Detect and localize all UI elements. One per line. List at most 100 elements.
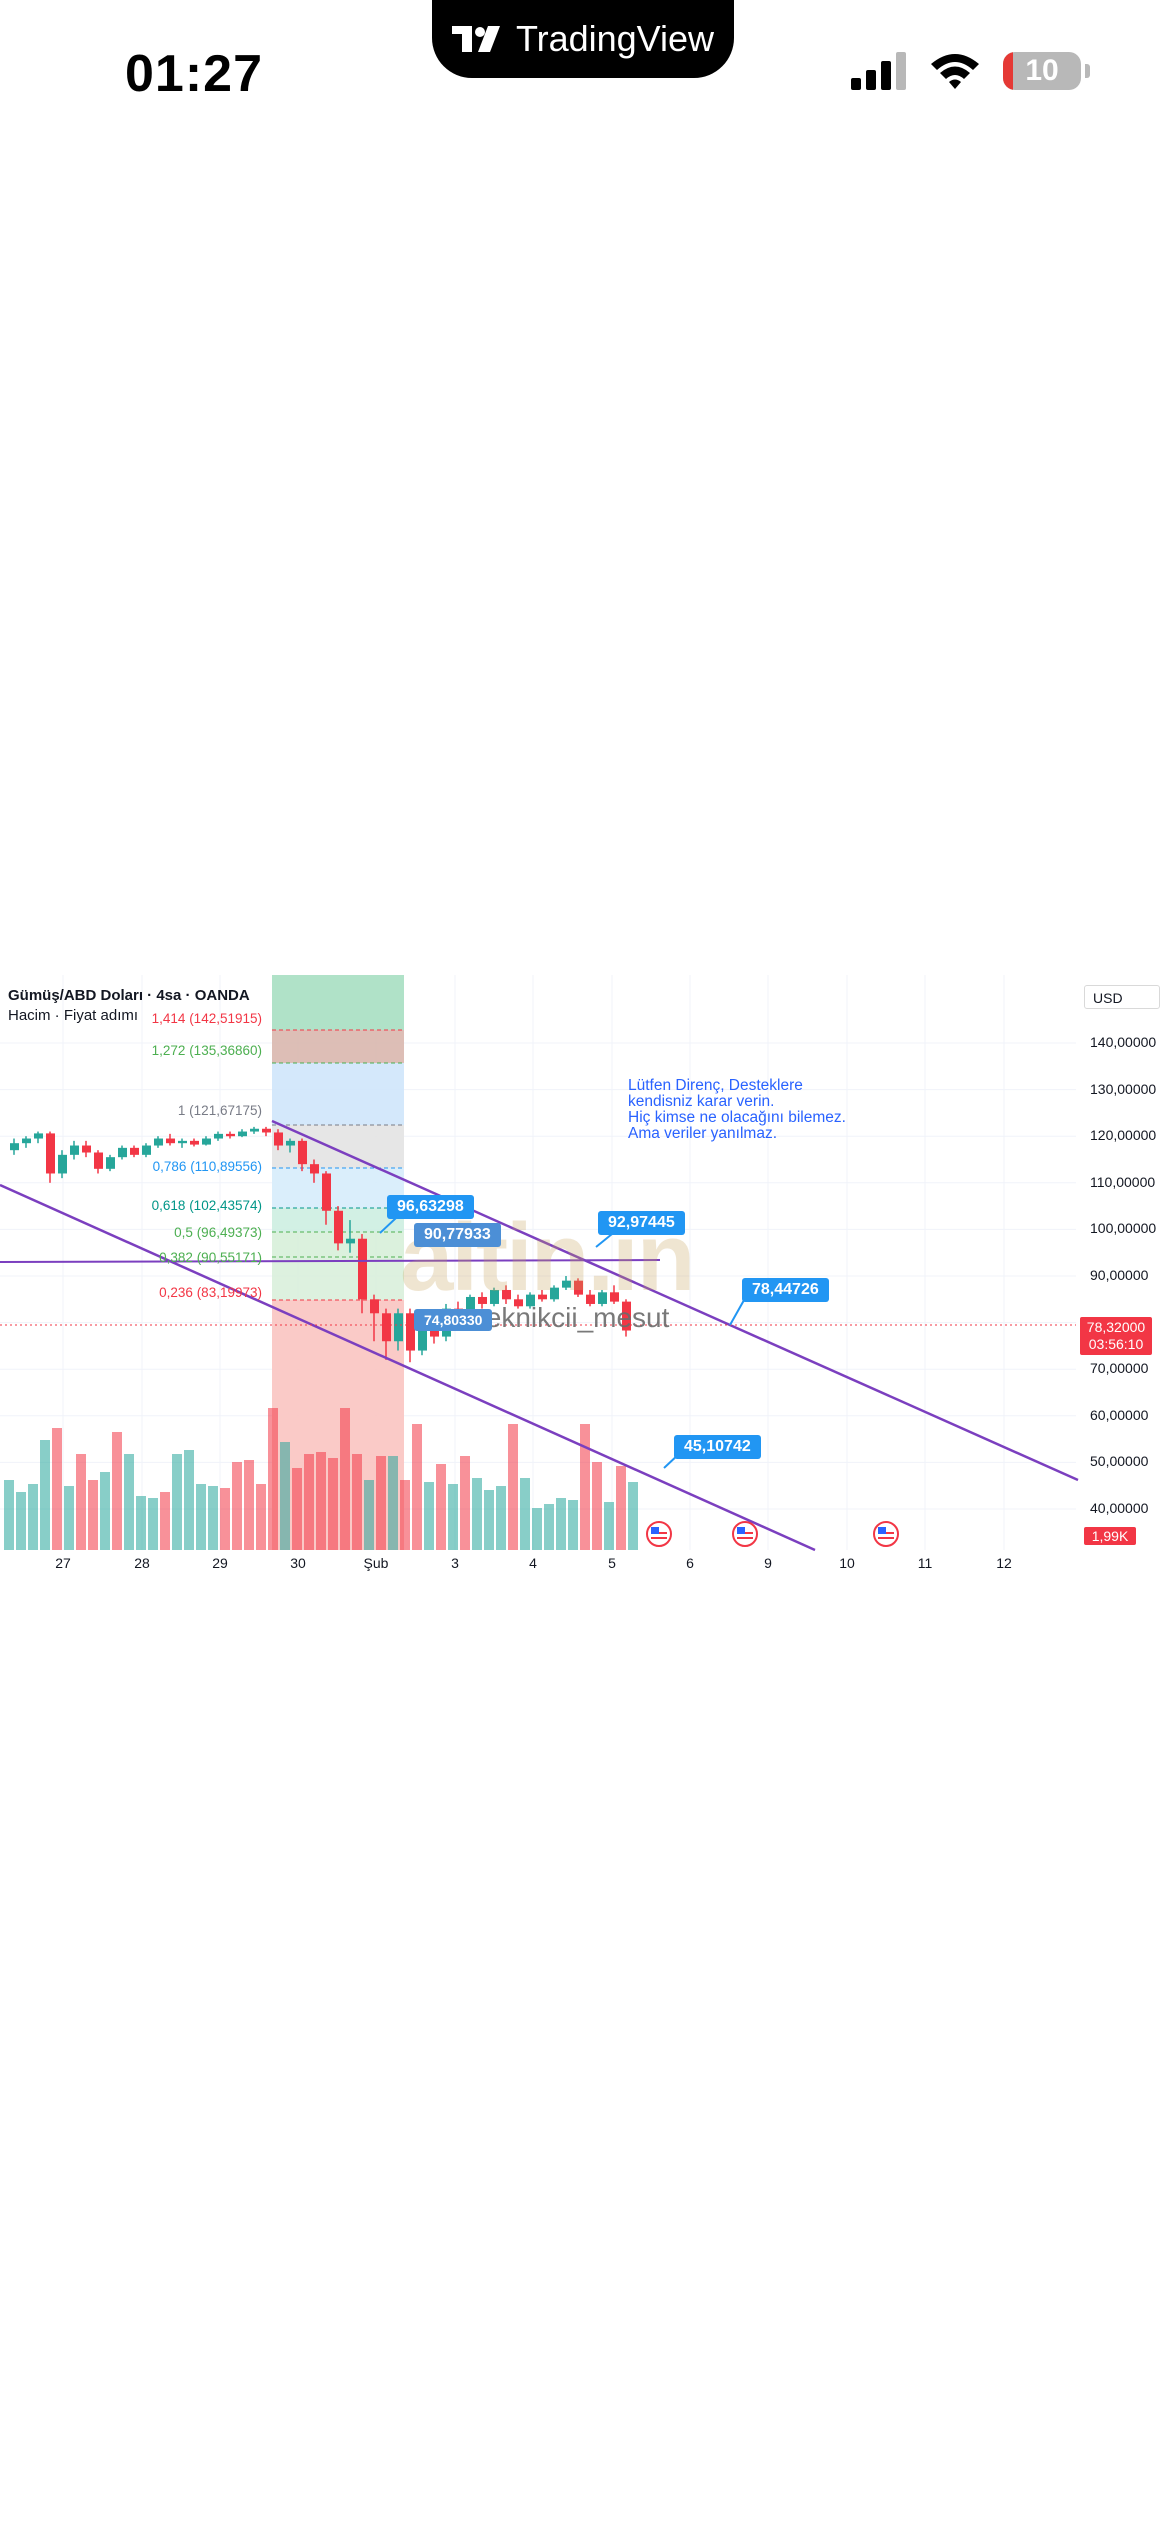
candle-body	[550, 1287, 559, 1300]
price-label[interactable]: 90,77933	[414, 1223, 501, 1247]
economic-event-flag-icon[interactable]	[732, 1521, 758, 1547]
candle-body	[526, 1294, 535, 1307]
price-tick-label: 50,00000	[1090, 1453, 1149, 1470]
candle-body	[310, 1164, 319, 1174]
volume-bar	[4, 1480, 14, 1550]
volume-bar	[352, 1454, 362, 1550]
symbol-title[interactable]: Gümüş/ABD Doları · 4sa · OANDA	[8, 987, 250, 1004]
candle-body	[118, 1147, 127, 1158]
candle-body	[286, 1140, 295, 1146]
candle-body	[22, 1138, 31, 1144]
time-tick-label: Şub	[363, 1555, 389, 1571]
candle-body	[214, 1133, 223, 1139]
candle-body	[322, 1173, 331, 1211]
volume-bar	[460, 1456, 470, 1550]
price-tick-label: 40,00000	[1090, 1500, 1149, 1516]
price-tick-label: 140,00000	[1090, 1034, 1157, 1050]
cellular-signal-icon	[851, 52, 906, 90]
text-annotation[interactable]: Lütfen Direnç, Desteklere kendisniz kara…	[628, 1078, 888, 1142]
candle-body	[166, 1138, 175, 1144]
horizontal-line	[0, 1259, 661, 1263]
price-chart[interactable]: Gümüş/ABD Doları · 4sa · OANDA Hacim · F…	[0, 975, 1170, 1575]
economic-event-flag-icon[interactable]	[646, 1521, 672, 1547]
volume-bar	[400, 1480, 410, 1550]
volume-bar	[208, 1486, 218, 1550]
volume-bar	[112, 1432, 122, 1550]
economic-event-flag-icon[interactable]	[873, 1521, 899, 1547]
price-label[interactable]: 96,63298	[387, 1195, 474, 1219]
candle-body	[298, 1140, 307, 1165]
time-tick-label: 27	[55, 1555, 71, 1571]
annotation-line: kendisniz karar verin.	[628, 1093, 775, 1110]
status-time: 01:27	[125, 45, 263, 103]
candle-body	[106, 1157, 115, 1169]
fib-zone-band	[272, 975, 404, 1030]
candle-body	[154, 1138, 163, 1146]
candle-body	[586, 1294, 595, 1304]
candle-body	[250, 1128, 259, 1132]
wifi-icon	[931, 54, 979, 89]
candle-body	[130, 1147, 139, 1155]
annotation-line: Ama veriler yanılmaz.	[628, 1125, 778, 1142]
price-tick-label: 120,00000	[1090, 1127, 1157, 1144]
candle-body	[538, 1294, 547, 1300]
price-label[interactable]: 92,97445	[598, 1211, 685, 1235]
volume-bar	[256, 1484, 266, 1550]
fib-zone-band	[272, 1257, 404, 1300]
time-tick-label: 11	[917, 1555, 933, 1571]
volume-bar	[568, 1500, 578, 1550]
volume-bar	[436, 1464, 446, 1550]
volume-bar	[508, 1424, 518, 1550]
price-tick-label: 70,00000	[1090, 1360, 1149, 1377]
volume-bar	[328, 1458, 338, 1550]
channel-line-upper	[271, 1119, 1079, 1482]
time-tick-label: 6	[686, 1555, 694, 1571]
candle-body	[70, 1145, 79, 1155]
annotation-line: Lütfen Direnç, Desteklere	[628, 1077, 803, 1094]
price-label[interactable]: 74,80330	[414, 1309, 493, 1331]
tradingview-logo-icon	[451, 26, 500, 52]
price-tick-label: 130,00000	[1090, 1080, 1157, 1097]
volume-bar	[148, 1498, 158, 1550]
time-tick-label: 29	[212, 1555, 228, 1571]
last-price-badge: 78,32000 03:56:10	[1080, 1317, 1152, 1355]
bar-countdown: 03:56:10	[1088, 1336, 1144, 1352]
volume-bar	[64, 1486, 74, 1550]
candle-body	[406, 1313, 415, 1351]
volume-bar	[76, 1454, 86, 1550]
candle-body	[370, 1299, 379, 1314]
candle-body	[142, 1145, 151, 1155]
volume-bar	[388, 1456, 398, 1550]
candle-body	[262, 1128, 271, 1133]
candle-body	[478, 1296, 487, 1304]
candle-body	[574, 1280, 583, 1295]
indicator-legend[interactable]: Hacim · Fiyat adımı	[8, 1007, 139, 1024]
price-tick-label: 110,00000	[1090, 1173, 1156, 1190]
fib-level-label: 0,382 (90,55171)	[159, 1250, 262, 1265]
candle-body	[466, 1296, 475, 1314]
volume-bar	[580, 1424, 590, 1550]
volume-bar	[196, 1484, 206, 1550]
price-label[interactable]: 45,10742	[674, 1435, 761, 1459]
label-pointer	[379, 1217, 397, 1234]
volume-bar	[376, 1456, 386, 1550]
candle-body	[490, 1289, 499, 1304]
volume-bar	[340, 1408, 350, 1550]
volume-bar	[364, 1480, 374, 1550]
volume-bar	[496, 1486, 506, 1550]
candle-body	[394, 1313, 403, 1342]
price-tick-label: 60,00000	[1090, 1406, 1149, 1423]
currency-selector[interactable]: USD	[1084, 985, 1160, 1009]
volume-bar	[472, 1478, 482, 1550]
price-label[interactable]: 78,44726	[742, 1278, 829, 1302]
volume-bar	[244, 1460, 254, 1550]
candle-body	[82, 1145, 91, 1153]
app-pill[interactable]: TradingView	[432, 0, 734, 78]
volume-bar	[16, 1492, 26, 1550]
time-tick-label: 3	[451, 1555, 459, 1571]
candle-body	[226, 1133, 235, 1137]
volume-bar	[604, 1502, 614, 1550]
fib-level-label: 1,414 (142,51915)	[151, 1011, 262, 1026]
volume-bar	[592, 1462, 602, 1550]
fib-zone-band	[272, 1030, 404, 1063]
